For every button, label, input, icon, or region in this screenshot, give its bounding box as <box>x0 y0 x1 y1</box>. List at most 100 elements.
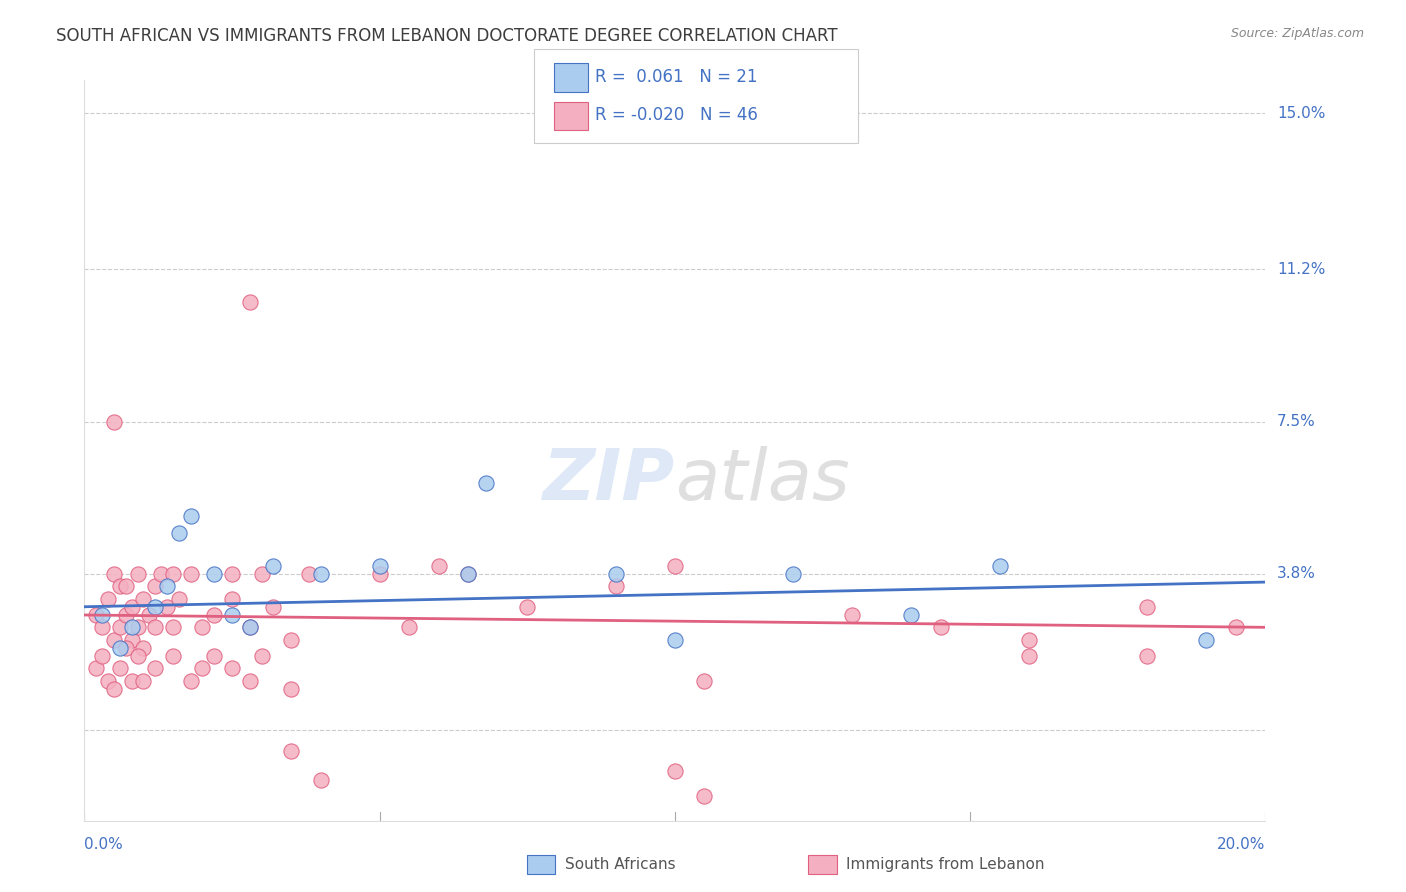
Point <box>221 591 243 606</box>
Point <box>841 607 863 622</box>
Point <box>127 566 149 581</box>
Point <box>138 607 160 622</box>
Point <box>121 632 143 647</box>
Point <box>132 640 155 655</box>
Point <box>457 566 479 581</box>
Point <box>988 558 1011 573</box>
Point <box>239 620 262 634</box>
Text: 15.0%: 15.0% <box>1277 105 1326 120</box>
Point <box>475 476 498 491</box>
Point <box>309 566 332 581</box>
Text: SOUTH AFRICAN VS IMMIGRANTS FROM LEBANON DOCTORATE DEGREE CORRELATION CHART: SOUTH AFRICAN VS IMMIGRANTS FROM LEBANON… <box>56 27 838 45</box>
Point <box>1136 649 1159 664</box>
Point <box>156 579 179 593</box>
Point <box>368 566 391 581</box>
Point <box>664 764 686 779</box>
Point <box>309 772 332 787</box>
Text: ZIP: ZIP <box>543 446 675 515</box>
Point <box>143 661 166 675</box>
Point <box>108 661 131 675</box>
Point <box>108 579 131 593</box>
Point <box>262 599 284 614</box>
Point <box>97 591 120 606</box>
Point <box>114 607 136 622</box>
Point <box>900 607 922 622</box>
Point <box>91 620 114 634</box>
Point <box>202 649 225 664</box>
Point <box>114 579 136 593</box>
Point <box>221 607 243 622</box>
Point <box>143 599 166 614</box>
Point <box>1018 649 1040 664</box>
Point <box>693 789 716 803</box>
Point <box>180 566 202 581</box>
Point <box>127 649 149 664</box>
Point <box>180 673 202 688</box>
Point <box>162 566 184 581</box>
Point <box>427 558 450 573</box>
Text: Immigrants from Lebanon: Immigrants from Lebanon <box>846 857 1045 871</box>
Text: South Africans: South Africans <box>565 857 676 871</box>
Point <box>167 525 190 540</box>
Point <box>239 673 262 688</box>
Point <box>782 566 804 581</box>
Point <box>202 566 225 581</box>
Point <box>121 620 143 634</box>
Point <box>929 620 952 634</box>
Point <box>368 558 391 573</box>
Text: 3.8%: 3.8% <box>1277 566 1316 582</box>
Point <box>1225 620 1247 634</box>
Text: 0.0%: 0.0% <box>84 837 124 852</box>
Point <box>664 558 686 573</box>
Point <box>221 566 243 581</box>
Point <box>180 509 202 524</box>
Point <box>191 620 214 634</box>
Point <box>132 591 155 606</box>
Point <box>280 632 302 647</box>
Point <box>108 620 131 634</box>
Point <box>167 591 190 606</box>
Point <box>156 599 179 614</box>
Point <box>84 661 107 675</box>
Point <box>250 566 273 581</box>
Point <box>262 558 284 573</box>
Point <box>127 620 149 634</box>
Point <box>108 640 131 655</box>
Point <box>91 649 114 664</box>
Point <box>162 620 184 634</box>
Point <box>143 579 166 593</box>
Point <box>162 649 184 664</box>
Point <box>1136 599 1159 614</box>
Point <box>250 649 273 664</box>
Point <box>664 632 686 647</box>
Point <box>191 661 214 675</box>
Point <box>91 607 114 622</box>
Point <box>298 566 321 581</box>
Point <box>398 620 420 634</box>
Point <box>280 681 302 696</box>
Point <box>103 681 125 696</box>
Point <box>280 744 302 758</box>
Point <box>239 295 262 310</box>
Point <box>693 673 716 688</box>
Text: atlas: atlas <box>675 446 849 515</box>
Point <box>143 620 166 634</box>
Point <box>97 673 120 688</box>
Text: 11.2%: 11.2% <box>1277 262 1326 277</box>
Text: Source: ZipAtlas.com: Source: ZipAtlas.com <box>1230 27 1364 40</box>
Point <box>202 607 225 622</box>
Text: 20.0%: 20.0% <box>1218 837 1265 852</box>
Point <box>121 599 143 614</box>
Point <box>1018 632 1040 647</box>
Text: R = -0.020   N = 46: R = -0.020 N = 46 <box>595 106 758 124</box>
Point <box>132 673 155 688</box>
Text: R =  0.061   N = 21: R = 0.061 N = 21 <box>595 68 758 86</box>
Point <box>605 579 627 593</box>
Point <box>1195 632 1218 647</box>
Text: 7.5%: 7.5% <box>1277 414 1316 429</box>
Point <box>121 673 143 688</box>
Point <box>221 661 243 675</box>
Point <box>605 566 627 581</box>
Point <box>103 415 125 429</box>
Point <box>84 607 107 622</box>
